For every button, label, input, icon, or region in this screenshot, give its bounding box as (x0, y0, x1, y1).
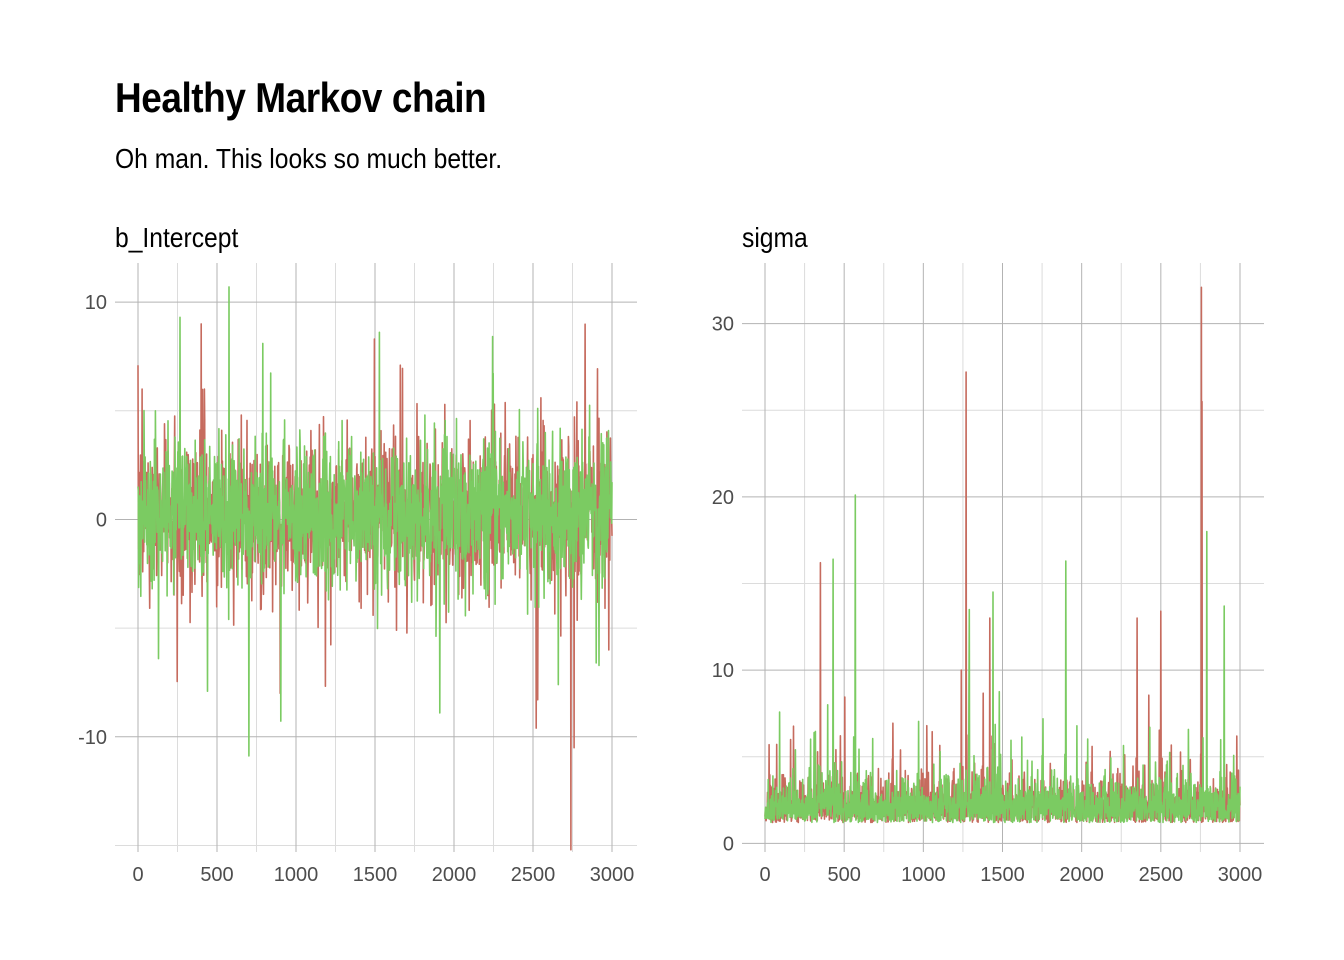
y-tick-label: 0 (723, 833, 734, 855)
x-tick-label: 1500 (353, 864, 398, 886)
y-tick-label: 10 (712, 660, 734, 682)
x-tick-label: 0 (132, 864, 143, 886)
chart-title: Healthy Markov chain (115, 74, 487, 121)
x-tick-label: 2000 (1059, 864, 1104, 886)
facet-title-sigma: sigma (742, 222, 808, 253)
x-tick-label: 500 (200, 864, 233, 886)
y-tick-label: 20 (712, 487, 734, 509)
x-tick-label: 1500 (980, 864, 1025, 886)
y-tick-label: 0 (96, 509, 107, 531)
x-tick-label: 2000 (432, 864, 477, 886)
y-tick-label: 30 (712, 314, 734, 336)
x-tick-label: 2500 (1139, 864, 1184, 886)
facet-title-b-intercept: b_Intercept (115, 222, 239, 253)
x-tick-label: 500 (827, 864, 860, 886)
x-tick-label: 2500 (511, 864, 556, 886)
trace-line-sigma-chain-2 (764, 494, 1241, 824)
x-tick-label: 1000 (274, 864, 319, 886)
x-tick-label: 3000 (590, 864, 635, 886)
trace-line-b-intercept-chain-2 (137, 286, 613, 757)
x-tick-label: 3000 (1218, 864, 1263, 886)
y-tick-label: 10 (85, 292, 107, 314)
x-tick-label: 0 (759, 864, 770, 886)
y-tick-label: -10 (78, 727, 107, 749)
chart-subtitle: Oh man. This looks so much better. (115, 143, 503, 174)
x-tick-label: 1000 (901, 864, 946, 886)
